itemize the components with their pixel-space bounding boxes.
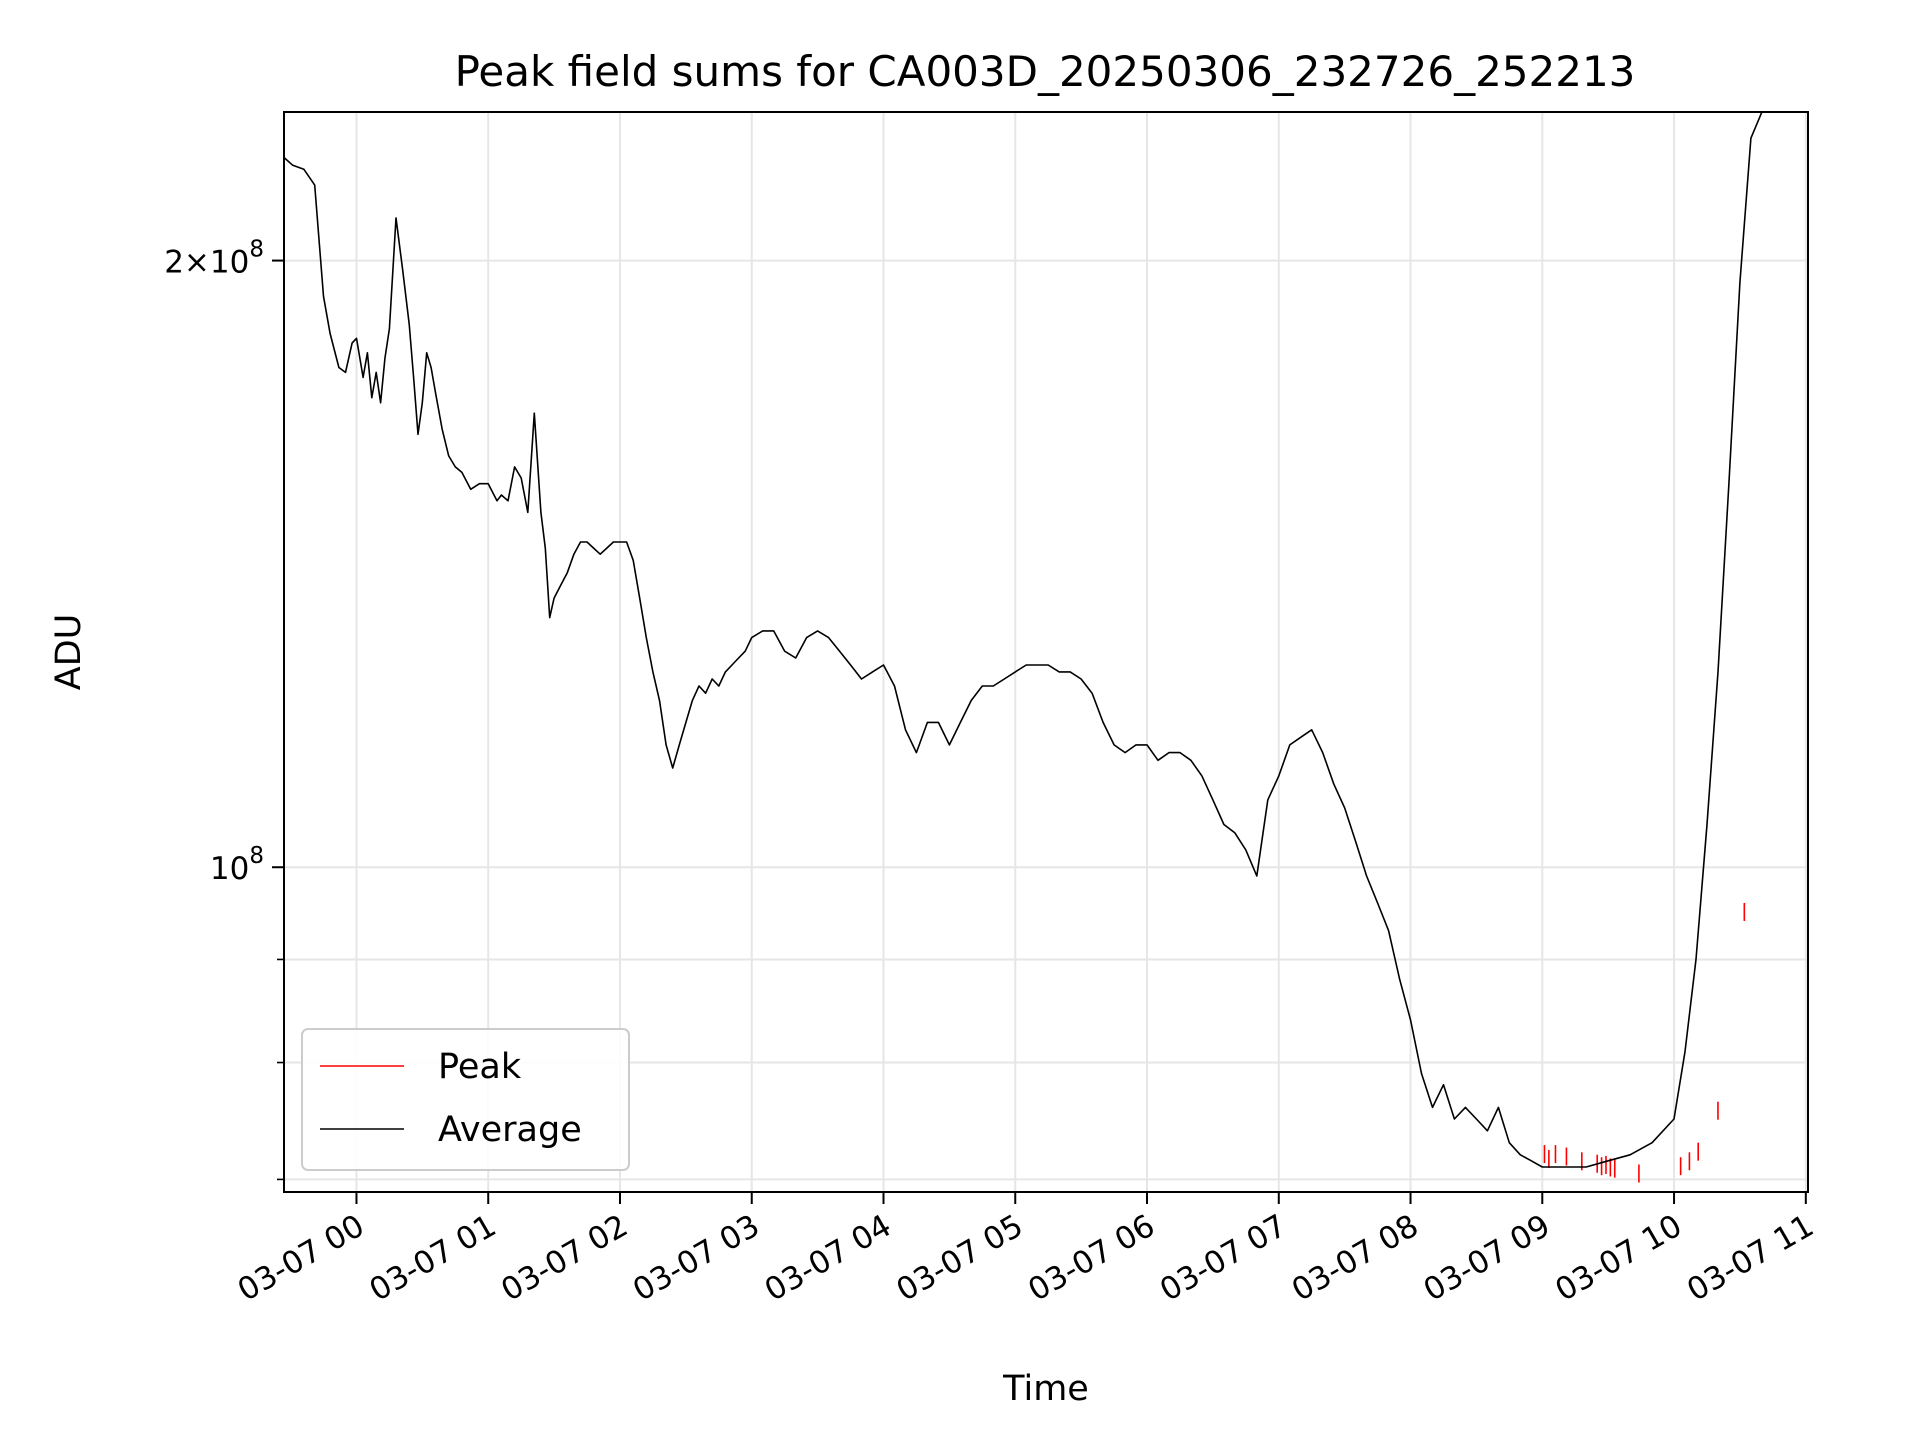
x-axis-label: Time: [1002, 1369, 1089, 1409]
grid: [284, 112, 1808, 1192]
y-tick-exponent: 8: [249, 843, 264, 869]
series-layer: [284, 112, 1763, 1183]
series-average-line: [284, 112, 1763, 1168]
legend-label-peak: Peak: [438, 1047, 522, 1087]
legend-box: [301, 1028, 630, 1171]
y-tick-base: 10: [210, 851, 249, 887]
legend: Peak Average: [301, 1028, 630, 1171]
y-axis-label: ADU: [49, 614, 89, 691]
y-tick-mantissa: 2: [164, 245, 184, 281]
y-tick-base: 10: [210, 245, 249, 281]
plot-frame: [283, 111, 1809, 1193]
y-tick-label: 108: [210, 843, 264, 887]
y-tick-times: ×: [184, 245, 210, 281]
chart-title: Peak field sums for CA003D_20250306_2327…: [455, 47, 1636, 96]
y-tick-exponent: 8: [249, 237, 264, 263]
y-tick-label: 2×108: [164, 237, 264, 281]
legend-label-average: Average: [438, 1110, 582, 1150]
